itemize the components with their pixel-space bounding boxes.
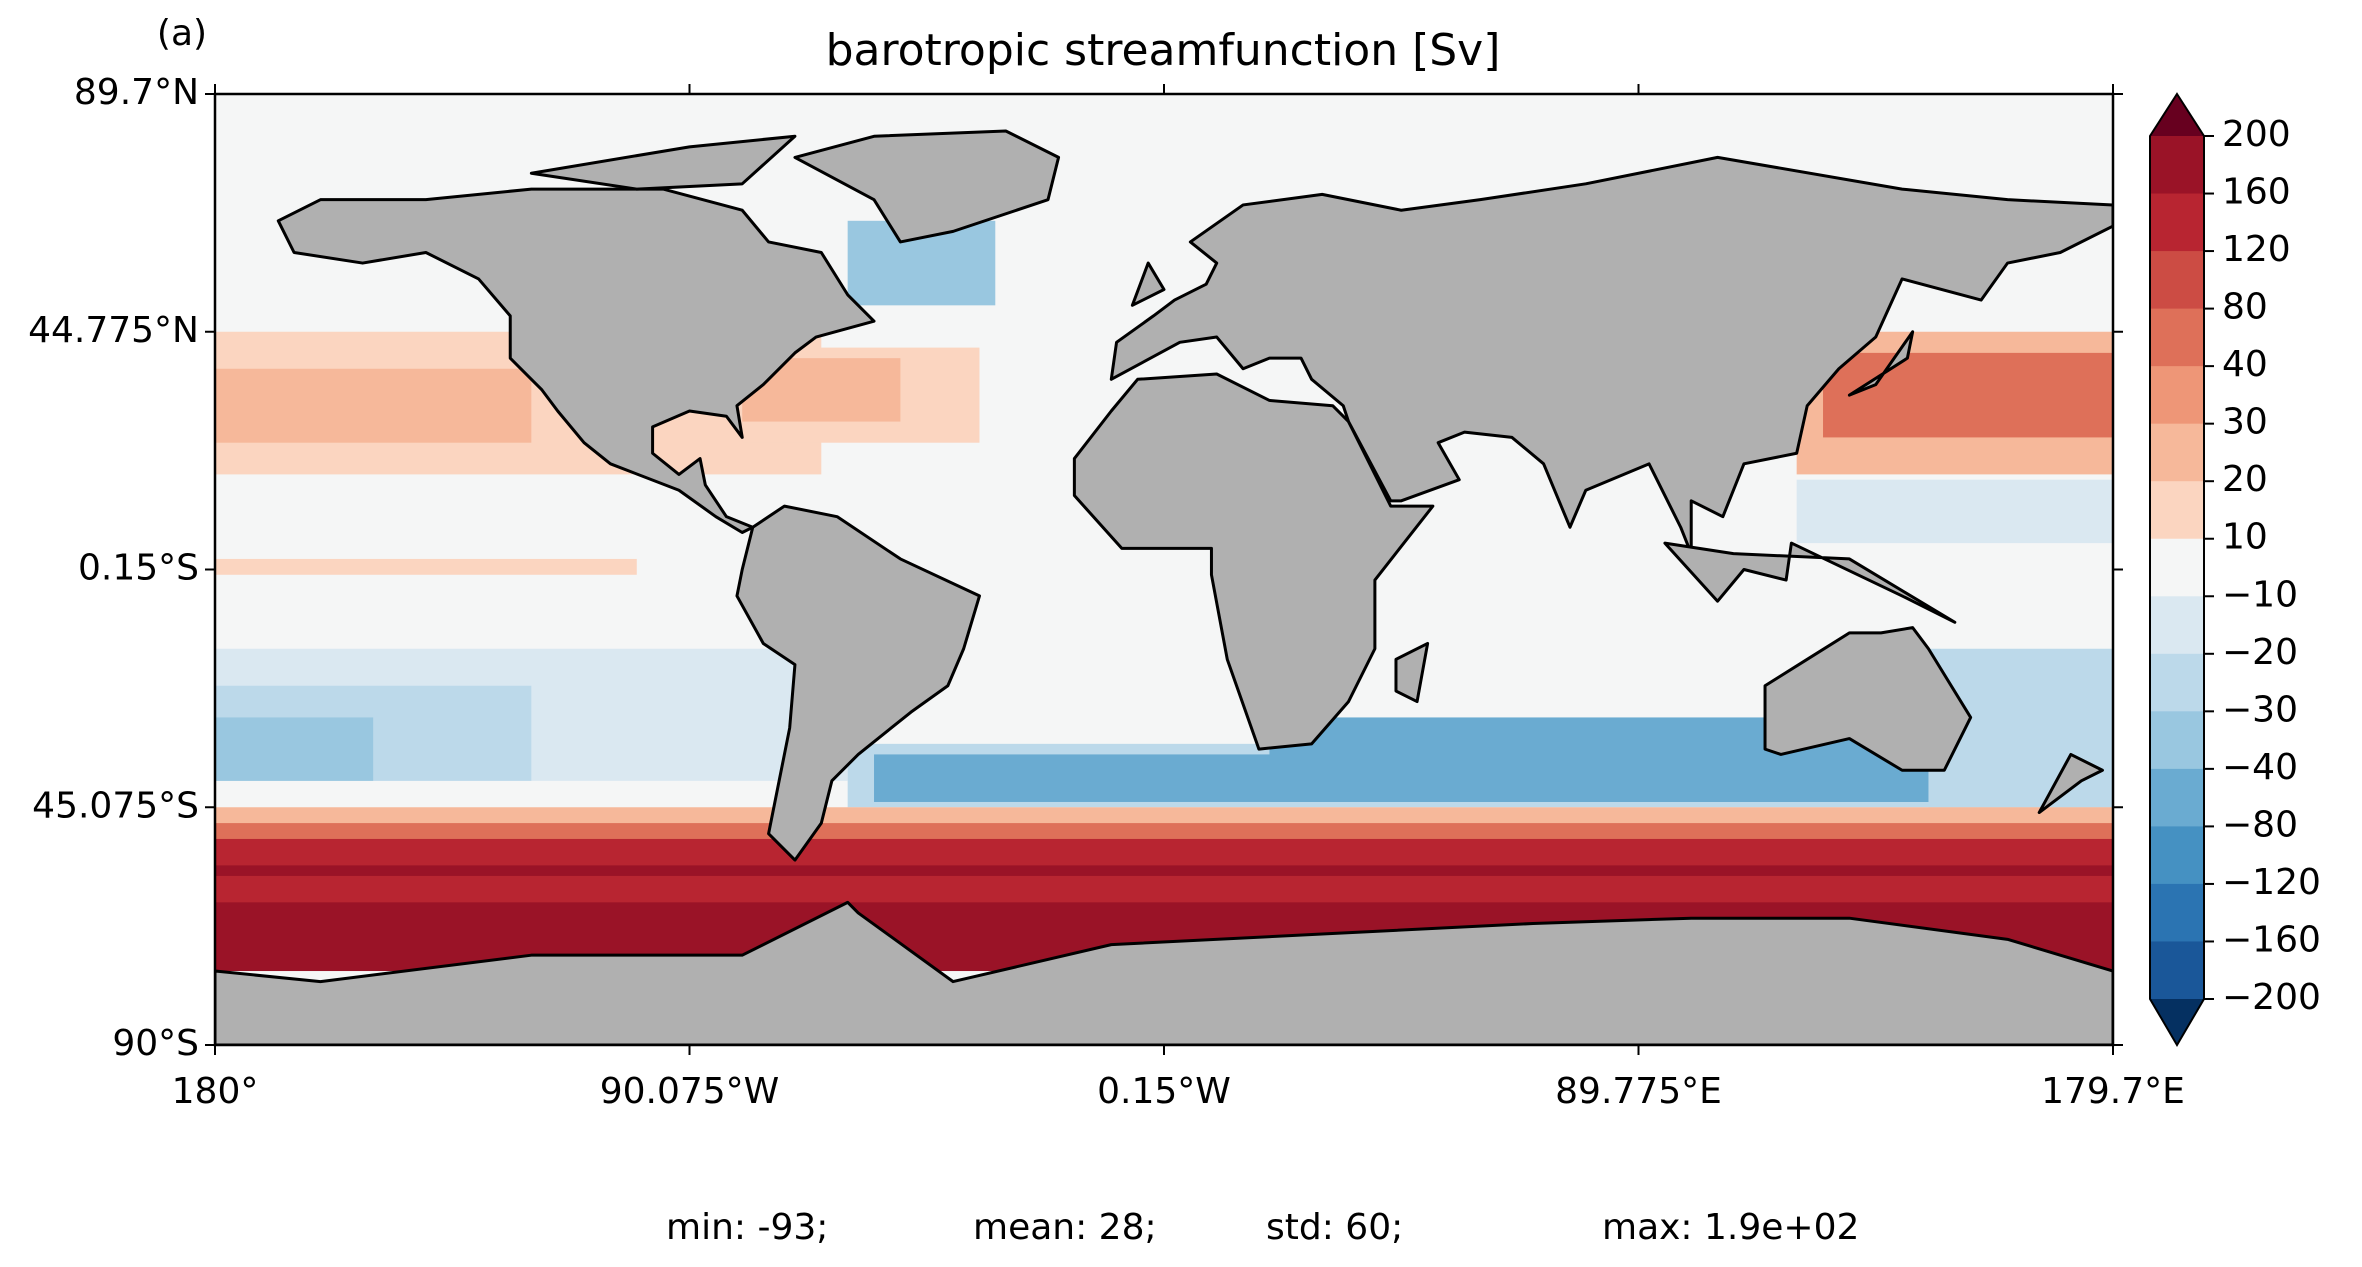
colorbar-segment xyxy=(2150,481,2204,540)
lon-label: 90.075°W xyxy=(600,1071,780,1112)
lon-label: 180° xyxy=(172,1071,259,1112)
colorbar-label: −200 xyxy=(2222,977,2321,1018)
colorbar-label: −40 xyxy=(2222,747,2298,788)
colorbar-segment xyxy=(2150,423,2204,482)
stat: std: 60; xyxy=(1266,1207,1403,1248)
colorbar: 200 160 120 80 40 30 20 10 −10 −20 −30 −40 −80 −120 −1… xyxy=(2149,92,2321,1047)
lat-label: 90°S xyxy=(112,1023,199,1064)
colorbar-label: −80 xyxy=(2222,804,2298,845)
panel-label: (a) xyxy=(157,13,207,54)
colorbar-segment xyxy=(2150,596,2204,655)
title: barotropic streamfunction [Sv] xyxy=(826,25,1501,76)
land xyxy=(215,131,2113,1045)
colorbar-segment xyxy=(2150,826,2204,885)
colorbar-segment xyxy=(2150,193,2204,252)
colorbar-segment xyxy=(2150,883,2204,942)
lon-label: 179.7°E xyxy=(2041,1071,2185,1112)
colorbar-label: −20 xyxy=(2222,632,2298,673)
colorbar-label: 10 xyxy=(2222,517,2268,558)
colorbar-segment xyxy=(2150,711,2204,770)
colorbar-segment xyxy=(2150,308,2204,367)
colorbar-segment xyxy=(2150,653,2204,712)
stat: min: -93; xyxy=(666,1207,828,1248)
colorbar-segment xyxy=(2150,366,2204,425)
lat-label: 0.15°S xyxy=(78,548,199,589)
colorbar-label: 40 xyxy=(2222,344,2268,385)
lat-label: 45.075°S xyxy=(32,785,199,826)
colorbar-extend-under xyxy=(2150,999,2204,1045)
lon-label: 89.775°E xyxy=(1555,1071,1722,1112)
colorbar-label: −160 xyxy=(2222,919,2321,960)
colorbar-label: 20 xyxy=(2222,459,2268,500)
colorbar-segment xyxy=(2150,538,2204,597)
colorbar-segment xyxy=(2150,251,2204,310)
colorbar-label: 160 xyxy=(2222,172,2291,213)
colorbar-extend-over xyxy=(2150,94,2204,136)
lat-label: 44.775°N xyxy=(28,310,199,351)
lat-label: 89.7°N xyxy=(74,72,199,113)
stat: mean: 28; xyxy=(973,1207,1157,1248)
colorbar-segment xyxy=(2150,941,2204,1000)
statistics: min: -93; mean: 28; std: 60; max: 1.9e+02 xyxy=(666,1207,1859,1248)
colorbar-label: 120 xyxy=(2222,229,2291,270)
colorbar-label: −30 xyxy=(2222,689,2298,730)
colorbar-label: 30 xyxy=(2222,402,2268,443)
colorbar-label: −10 xyxy=(2222,574,2298,615)
colorbar-segment xyxy=(2150,768,2204,827)
colorbar-label: 80 xyxy=(2222,287,2268,328)
colorbar-label: 200 xyxy=(2222,114,2291,155)
colorbar-segment xyxy=(2150,136,2204,195)
map xyxy=(215,94,2113,1045)
lon-label: 0.15°W xyxy=(1097,1071,1231,1112)
colorbar-label: −120 xyxy=(2222,862,2321,903)
stat: max: 1.9e+02 xyxy=(1602,1207,1859,1248)
